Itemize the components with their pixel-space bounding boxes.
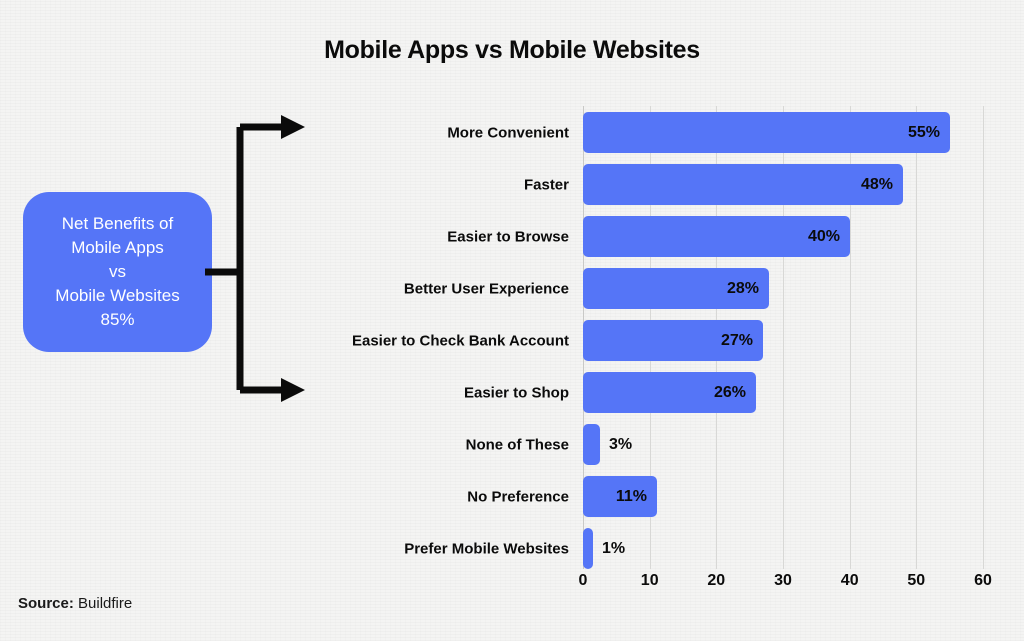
bar[interactable]: No Preference 11% [467, 476, 657, 517]
x-tick-label: 60 [974, 572, 992, 589]
bar[interactable]: Better User Experience 28% [404, 268, 769, 309]
bar[interactable]: Easier to Browse 40% [447, 216, 850, 257]
category-label: Better User Experience [403, 280, 569, 297]
source-label: Source: [18, 595, 74, 612]
x-tick-label: 40 [840, 572, 859, 589]
callout-box: Net Benefits of Mobile Apps vs Mobile We… [23, 192, 212, 352]
bar-value-label: 28% [726, 279, 759, 297]
bar-row: Easier to Shop 26% [464, 372, 756, 413]
bar-row: More Convenient 55% [447, 112, 950, 153]
bar-value-label: 11% [615, 487, 647, 505]
bar-value-label: 26% [713, 383, 746, 401]
gridline-60 [983, 106, 984, 569]
source-note: Source: Buildfire [18, 595, 132, 612]
gridline-40 [849, 106, 851, 569]
category-label: More Convenient [447, 124, 569, 141]
category-label: None of These [465, 436, 569, 453]
callout-line-1: Net Benefits of [61, 213, 174, 233]
bar-value-label: 48% [860, 175, 893, 193]
x-tick-label: 50 [907, 572, 926, 589]
gridline-30 [783, 106, 784, 569]
bar[interactable]: Easier to Shop 26% [464, 372, 756, 413]
bar-row: Prefer Mobile Websites 1% [404, 528, 625, 569]
bar-row: Better User Experience 28% [404, 268, 769, 309]
x-tick-label: 10 [640, 572, 659, 589]
bar-value-label: 55% [907, 123, 940, 141]
x-tick-label: 30 [774, 572, 792, 589]
page-title: Mobile Apps vs Mobile Websites [324, 36, 700, 64]
bracket-connector-icon [205, 115, 305, 402]
bar[interactable]: None of These 3% [466, 424, 632, 465]
plot-area: More Convenient 55% Faster 48% Easier to… [352, 106, 984, 569]
bar-value-label: 27% [720, 331, 753, 349]
callout-line-5: 85% [100, 310, 135, 330]
bar[interactable]: More Convenient 55% [447, 112, 950, 153]
x-tick-label: 20 [707, 572, 726, 589]
bar[interactable]: Faster 48% [524, 164, 903, 205]
bar-value-label: 1% [602, 539, 626, 557]
x-tick-label: 0 [578, 572, 588, 589]
bar-row: No Preference 11% [467, 476, 657, 517]
gridline-50 [916, 106, 918, 569]
bar[interactable]: Easier to Check Bank Account 27% [352, 320, 763, 361]
bar-row: Faster 48% [524, 164, 903, 205]
category-label: Easier to Browse [447, 228, 569, 245]
bar-row: Easier to Check Bank Account 27% [352, 320, 763, 361]
category-label: Faster [523, 176, 569, 193]
bar[interactable]: Prefer Mobile Websites 1% [404, 528, 625, 569]
callout-line-2: Mobile Apps [71, 237, 164, 257]
bar-value-label: 3% [609, 435, 633, 453]
category-label: Easier to Shop [463, 384, 569, 401]
callout-line-3: vs [109, 261, 126, 281]
category-label: No Preference [467, 488, 569, 505]
category-label: Easier to Check Bank Account [351, 332, 569, 349]
source-value: Buildfire [78, 595, 133, 612]
bar-value-label: 40% [807, 227, 840, 245]
category-label: Prefer Mobile Websites [404, 540, 569, 557]
callout-line-4: Mobile Websites [55, 286, 180, 306]
bar-row: None of These 3% [466, 424, 632, 465]
bar-row: Easier to Browse 40% [447, 216, 850, 257]
x-axis: 0 10 20 30 40 50 60 [579, 572, 992, 602]
